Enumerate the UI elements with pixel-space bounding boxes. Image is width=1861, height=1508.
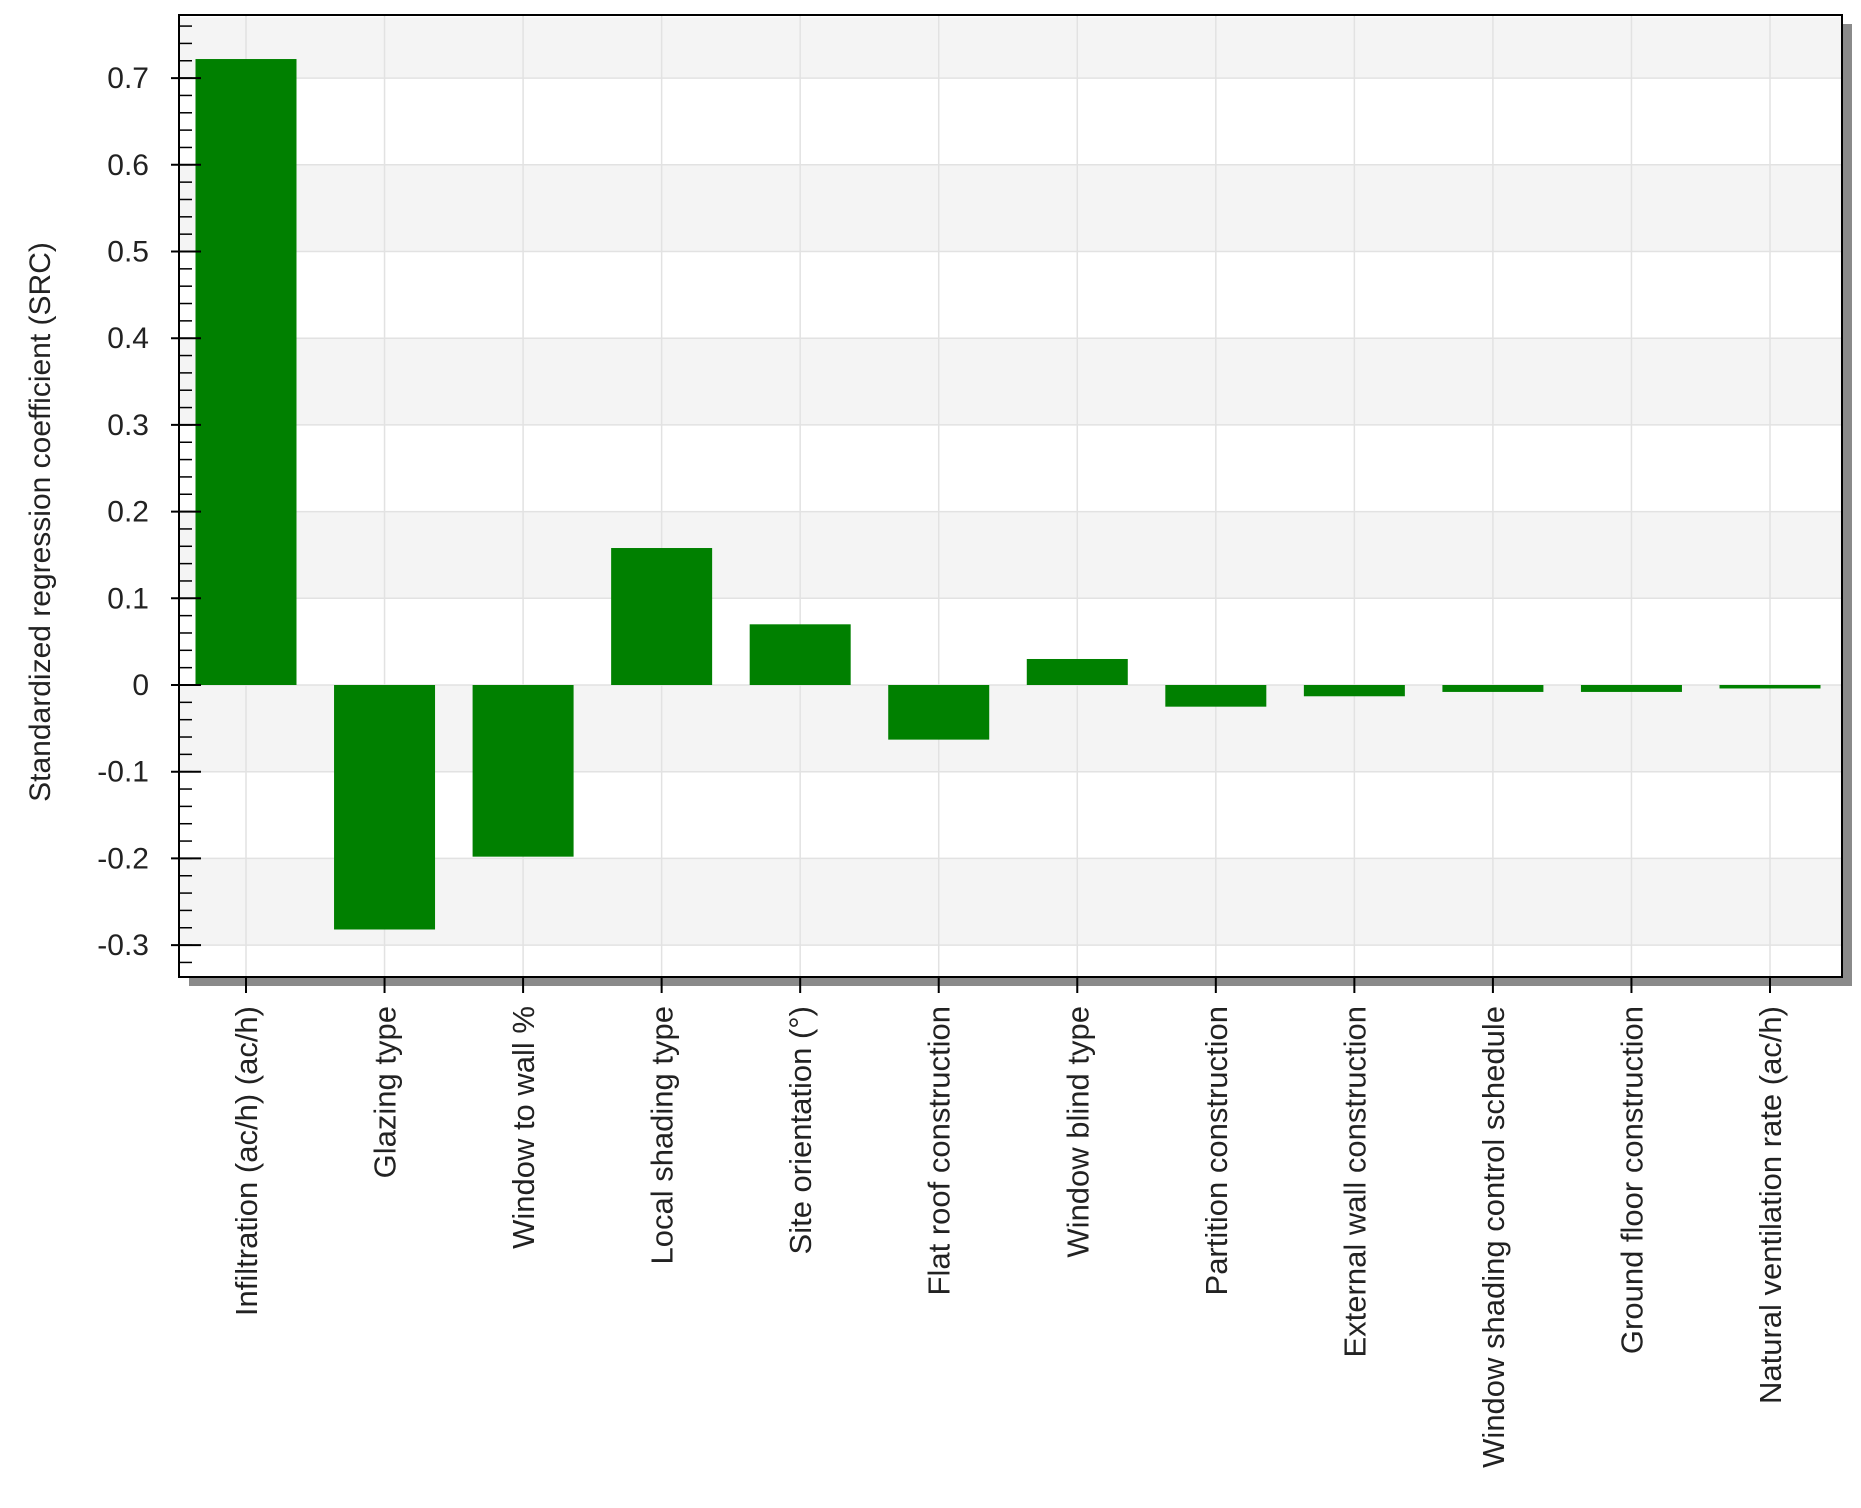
x-tick-label: Site orientation (°) bbox=[783, 1006, 818, 1254]
y-tick-label: 0.4 bbox=[107, 322, 149, 355]
x-tick-label: External wall construction bbox=[1337, 1006, 1372, 1358]
x-tick-label: Natural ventilation rate (ac/h) bbox=[1753, 1006, 1788, 1404]
y-tick-label: -0.2 bbox=[97, 842, 149, 875]
plot-band bbox=[179, 598, 1842, 685]
bar bbox=[1026, 658, 1128, 685]
x-tick-label: Partition construction bbox=[1199, 1006, 1234, 1295]
y-tick-label: 0.5 bbox=[107, 236, 149, 269]
plot-band bbox=[179, 164, 1842, 252]
plot-band bbox=[179, 685, 1842, 772]
x-tick-label: Glazing type bbox=[368, 1006, 403, 1178]
bar bbox=[1719, 685, 1821, 689]
y-tick-label: 0 bbox=[132, 669, 149, 702]
bars-layer bbox=[195, 59, 1821, 930]
y-tick-label: 0.3 bbox=[107, 409, 149, 442]
bar bbox=[1165, 685, 1267, 707]
bar bbox=[472, 685, 574, 857]
plot-band bbox=[179, 511, 1842, 599]
grid-layer bbox=[179, 15, 1842, 977]
x-tick-label: Ground floor construction bbox=[1614, 1006, 1649, 1354]
x-tick-label: Local shading type bbox=[645, 1006, 680, 1265]
bar bbox=[1580, 685, 1682, 692]
y-tick-label: -0.1 bbox=[97, 756, 149, 789]
x-axis: Infiltration (ac/h) (ac/h) Glazing type Wi… bbox=[229, 977, 1788, 1468]
y-tick-label: 0.6 bbox=[107, 149, 149, 182]
plot-band bbox=[179, 251, 1842, 339]
plot-band bbox=[179, 78, 1842, 165]
y-tick-label: 0.1 bbox=[107, 582, 149, 615]
x-tick-label: Window blind type bbox=[1060, 1006, 1095, 1258]
x-tick-label: Flat roof construction bbox=[922, 1006, 957, 1295]
y-tick-label: 0.2 bbox=[107, 496, 149, 529]
bands-layer bbox=[179, 17, 1842, 972]
plot-band bbox=[179, 858, 1842, 946]
plot-band bbox=[179, 945, 1842, 972]
y-tick-label: 0.7 bbox=[107, 62, 149, 95]
bar bbox=[1442, 685, 1544, 692]
bar bbox=[611, 548, 713, 685]
plot-band bbox=[179, 338, 1842, 425]
plot-band bbox=[179, 17, 1842, 79]
y-axis: -0.3 -0.2 -0.1 0 0.1 0.2 0.3 0.4 0.5 0.6 0.7 bbox=[97, 25, 201, 964]
plot-band bbox=[179, 771, 1842, 859]
x-tick-label: Window shading control schedule bbox=[1476, 1006, 1511, 1468]
y-axis-label: Standardized regression coefficient (SRC… bbox=[24, 242, 57, 802]
y-tick-label: -0.3 bbox=[97, 929, 149, 962]
bar bbox=[1303, 685, 1405, 697]
x-tick-label: Window to wall % bbox=[506, 1006, 541, 1249]
bar bbox=[334, 685, 436, 930]
bar bbox=[195, 59, 297, 685]
plot-frame bbox=[178, 14, 1843, 978]
plot-band bbox=[179, 424, 1842, 512]
bar bbox=[888, 685, 990, 740]
x-tick-label: Infiltration (ac/h) (ac/h) bbox=[229, 1006, 264, 1316]
bar bbox=[749, 624, 851, 685]
